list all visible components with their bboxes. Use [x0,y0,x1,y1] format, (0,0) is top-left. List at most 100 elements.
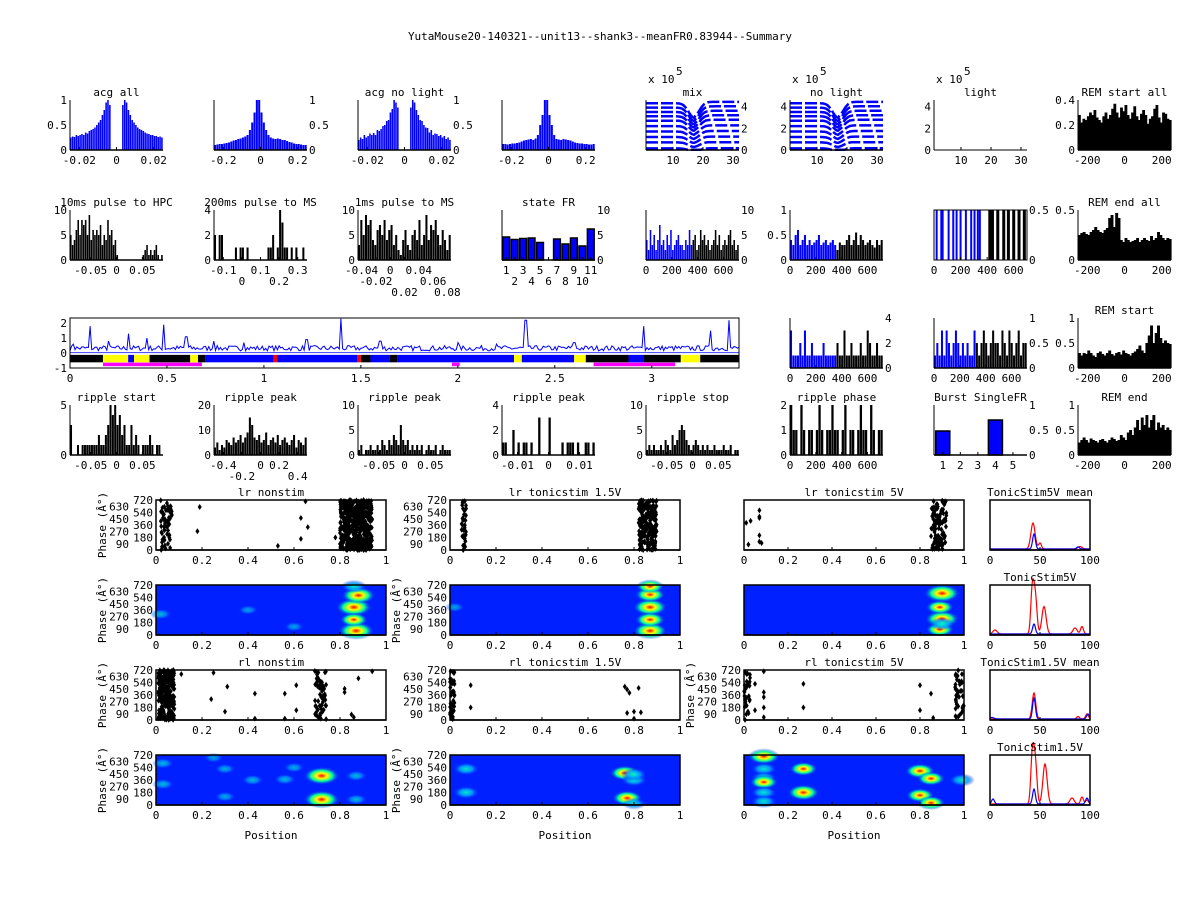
x-tick-label: 0 [401,459,408,472]
spike-point [344,536,349,543]
bar [699,450,702,455]
x-tick-label: 100 [1080,554,1100,567]
y-tick-label: 0 [636,449,643,462]
series-line-blue [990,532,1090,550]
bar [94,235,96,260]
y-tick-label: 630 [403,670,423,683]
spike-point [451,697,456,704]
waveform-line [646,114,739,129]
heat-spot [750,795,777,809]
bar [869,343,872,368]
y-axis-label: Phase (Â°) [96,662,109,728]
axes-box [155,499,387,551]
bar [655,250,657,260]
x-tick-label: 200 [1152,264,1172,277]
y-tick-label: 4 [741,101,748,114]
bar [397,250,400,260]
bar [157,137,159,150]
state-segment [521,354,575,363]
bar [432,230,435,260]
spike-point [941,529,946,536]
bar [371,450,374,455]
x-tick-label: 0 [741,724,748,737]
spike-point [650,529,655,536]
bar [428,132,431,150]
x-tick-label: 0 [67,372,74,385]
spike-point [936,532,941,539]
bar [806,245,809,260]
x-tick-label: 0 [741,639,748,652]
bar [714,230,717,260]
x-tick-label: 0.4 [238,809,258,822]
y-tick-label: 2 [780,122,787,135]
y-tick-label: 1 [1068,399,1075,412]
subplot-title: Burst SingleFR [934,391,1027,404]
spike-point [638,709,643,716]
bar [413,230,416,260]
x-tick-label: 7 [554,264,561,277]
y-tick-label: 0 [492,449,499,462]
bar [1087,350,1091,368]
bar [1096,442,1100,455]
spike-point [321,685,326,692]
bar [144,132,146,150]
bar [90,130,93,150]
x-tick-label: 6 [545,275,552,288]
x-tick-label: -0.05 [74,264,107,277]
y-tick-label: 90 [116,793,129,806]
spike-point [748,674,753,681]
bar [1138,345,1142,368]
bar [936,343,939,368]
bar [399,425,402,455]
bar [1124,353,1128,368]
bar [731,245,734,260]
bar [218,144,221,150]
bar [399,255,402,260]
bar [815,240,818,260]
bar [1150,420,1153,455]
x-tick-label: 0 [113,154,120,167]
bar [269,247,272,260]
spike-point [355,506,360,513]
series-line-red [990,691,1091,720]
bar [982,330,985,368]
spike-point [340,532,345,539]
bar [1113,103,1117,150]
x-tick-label: 0.08 [434,286,461,299]
spike-point [918,707,922,714]
bar [439,450,442,455]
x-tick-label: -0.1 [210,264,237,277]
bar [1095,117,1099,150]
bar [836,343,839,368]
spike-point [368,504,373,511]
spike-point [163,507,168,514]
y-tick-label: 720 [133,579,153,592]
y-tick-label: 540 [427,592,447,605]
bar [1124,105,1128,150]
state-segment [277,354,357,363]
bar [290,142,293,150]
bar [437,136,440,150]
spike-point [351,530,356,537]
bar [381,440,384,455]
spike-point [747,696,752,703]
spike-point [627,689,632,696]
bar [267,445,270,455]
bar [404,445,407,455]
spike-point [746,541,751,548]
bar [502,442,505,455]
bar [838,355,841,368]
bar [733,240,735,260]
bar [1131,112,1134,150]
waveform-line [790,135,883,145]
bar [385,240,388,260]
bar [79,235,81,260]
bar [70,137,72,150]
bar [975,343,978,368]
spike-point [169,699,174,706]
spike-point [761,689,766,696]
subplot-title: 1ms pulse to MS [355,196,454,209]
